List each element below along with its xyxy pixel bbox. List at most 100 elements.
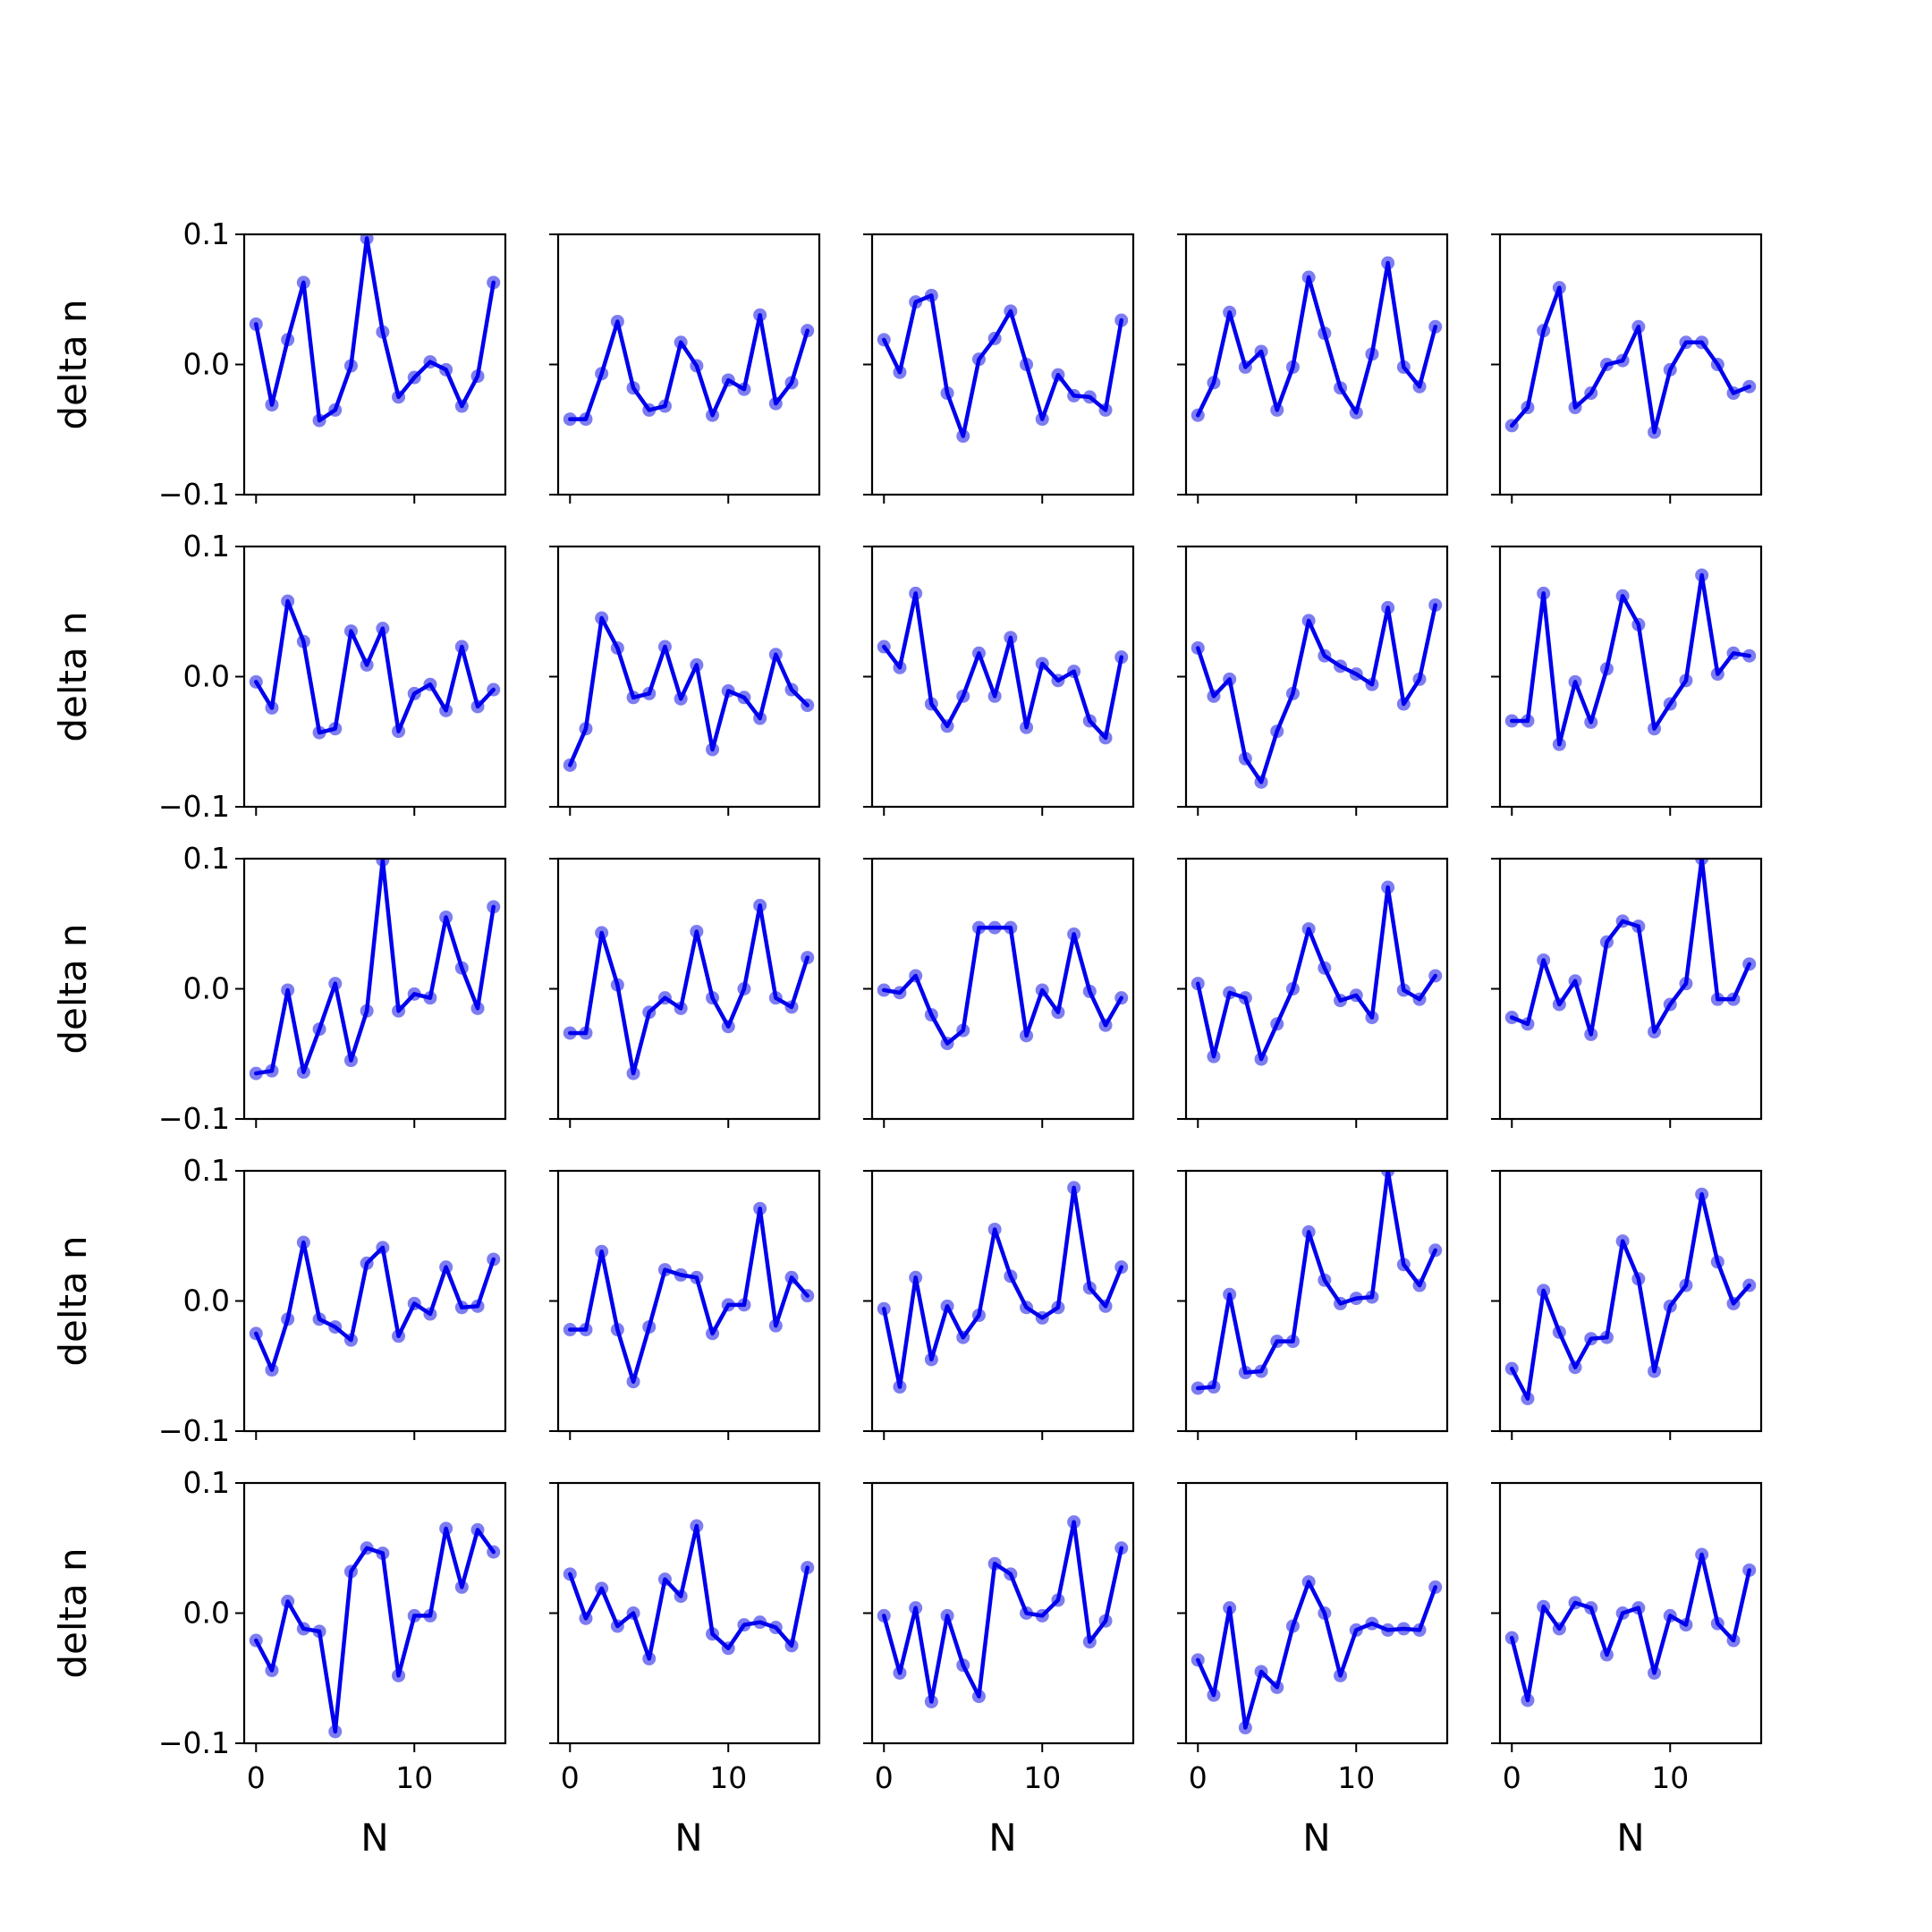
series-line xyxy=(254,859,496,1076)
series-group xyxy=(249,234,501,428)
axes-frame xyxy=(242,545,507,809)
series-group xyxy=(1191,256,1443,422)
series-line xyxy=(1510,1552,1751,1703)
series-line xyxy=(568,1206,809,1384)
series-group xyxy=(1504,1187,1757,1406)
series-line xyxy=(568,903,809,1076)
series-group xyxy=(249,594,501,740)
y-tick-label: −0.1 xyxy=(158,1725,230,1760)
series-line xyxy=(1510,572,1751,747)
series-line xyxy=(254,598,496,735)
panel-1-1: −0.1 0.0 0.1 delta n xyxy=(51,216,507,512)
series-group xyxy=(563,898,815,1080)
series-group xyxy=(1504,568,1757,751)
series-group xyxy=(877,586,1129,745)
panel-4-5 xyxy=(1491,1169,1763,1440)
x-tick-label: 0 xyxy=(1503,1760,1521,1795)
panel-2-4 xyxy=(1177,545,1449,816)
series-group xyxy=(563,308,815,427)
series-line xyxy=(568,1523,809,1661)
y-tick-label: 0.0 xyxy=(183,971,230,1006)
panel-4-4 xyxy=(1177,1169,1449,1440)
series-group xyxy=(877,1515,1129,1708)
axes-frame xyxy=(1184,1169,1449,1433)
y-tick-label: 0.1 xyxy=(183,841,230,876)
series-line xyxy=(1196,260,1437,418)
panel-3-5 xyxy=(1491,857,1763,1128)
series-group xyxy=(1191,880,1443,1066)
axes-frame xyxy=(1498,857,1763,1121)
y-axis-label: delta n xyxy=(51,299,95,429)
axes-frame xyxy=(556,1481,821,1745)
panel-5-4: 0 10N xyxy=(1177,1481,1449,1860)
series-group xyxy=(563,1201,815,1389)
panel-5-5: 0 10N xyxy=(1491,1481,1763,1860)
axes-frame xyxy=(870,233,1135,496)
axes-frame xyxy=(556,233,821,496)
axes-frame xyxy=(242,1169,507,1433)
series-line xyxy=(1510,859,1751,1037)
panel-1-4 xyxy=(1177,233,1449,504)
axes-frame xyxy=(870,1481,1135,1745)
panel-3-2 xyxy=(549,857,821,1128)
series-group xyxy=(1504,281,1757,439)
x-axis-label: N xyxy=(360,1816,388,1860)
y-axis-label: delta n xyxy=(51,1547,95,1678)
x-axis-label: N xyxy=(1616,1816,1644,1860)
series-line xyxy=(1196,885,1437,1062)
y-tick-label: 0.0 xyxy=(183,1284,230,1318)
axes-frame xyxy=(1498,1481,1763,1745)
x-tick-label: 10 xyxy=(1023,1760,1061,1795)
panel-3-1: −0.1 0.0 0.1 delta n xyxy=(51,841,507,1136)
panel-1-5 xyxy=(1491,233,1763,504)
y-tick-label: 0.0 xyxy=(183,1596,230,1631)
panel-2-5 xyxy=(1491,545,1763,816)
series-line xyxy=(568,312,809,421)
panel-4-3 xyxy=(863,1169,1135,1440)
y-axis-label: delta n xyxy=(51,1235,95,1366)
axes-frame xyxy=(556,545,821,809)
series-group xyxy=(1504,859,1757,1041)
series-line xyxy=(882,1520,1123,1704)
panel-5-2: 0 10N xyxy=(549,1481,821,1860)
y-tick-label: −0.1 xyxy=(158,1413,230,1448)
x-axis-label: N xyxy=(1302,1816,1330,1860)
axes-frame xyxy=(1498,1169,1763,1433)
series-line xyxy=(882,293,1123,438)
x-tick-label: 10 xyxy=(709,1760,747,1795)
series-line xyxy=(568,615,809,767)
panel-2-1: −0.1 0.0 0.1 delta n xyxy=(51,529,507,824)
series-line xyxy=(882,925,1123,1046)
series-line xyxy=(1196,1580,1437,1730)
x-axis-label: N xyxy=(988,1816,1016,1860)
y-tick-label: 0.0 xyxy=(183,347,230,382)
series-group xyxy=(249,1235,501,1377)
panel-3-4 xyxy=(1177,857,1449,1128)
series-line xyxy=(254,1526,496,1734)
series-group xyxy=(1504,1547,1757,1707)
series-line xyxy=(254,236,496,423)
x-tick-label: 0 xyxy=(561,1760,580,1795)
x-tick-label: 0 xyxy=(1189,1760,1208,1795)
panel-2-3 xyxy=(863,545,1135,816)
axes-frame xyxy=(556,857,821,1121)
series-group xyxy=(1191,1171,1443,1395)
panel-5-3: 0 10N xyxy=(863,1481,1135,1860)
series-group xyxy=(249,1521,501,1739)
y-axis-label: delta n xyxy=(51,611,95,741)
series-group xyxy=(249,859,501,1080)
series-group xyxy=(1191,597,1443,789)
x-tick-label: 10 xyxy=(1651,1760,1689,1795)
series-group xyxy=(877,288,1129,444)
x-tick-label: 0 xyxy=(247,1760,266,1795)
series-line xyxy=(1196,603,1437,784)
series-group xyxy=(877,920,1129,1051)
y-tick-label: −0.1 xyxy=(158,477,230,512)
y-tick-label: 0.1 xyxy=(183,529,230,564)
panel-2-2 xyxy=(549,545,821,816)
series-line xyxy=(1196,1171,1437,1391)
axes-frame xyxy=(556,1169,821,1433)
series-group xyxy=(1191,1575,1443,1735)
